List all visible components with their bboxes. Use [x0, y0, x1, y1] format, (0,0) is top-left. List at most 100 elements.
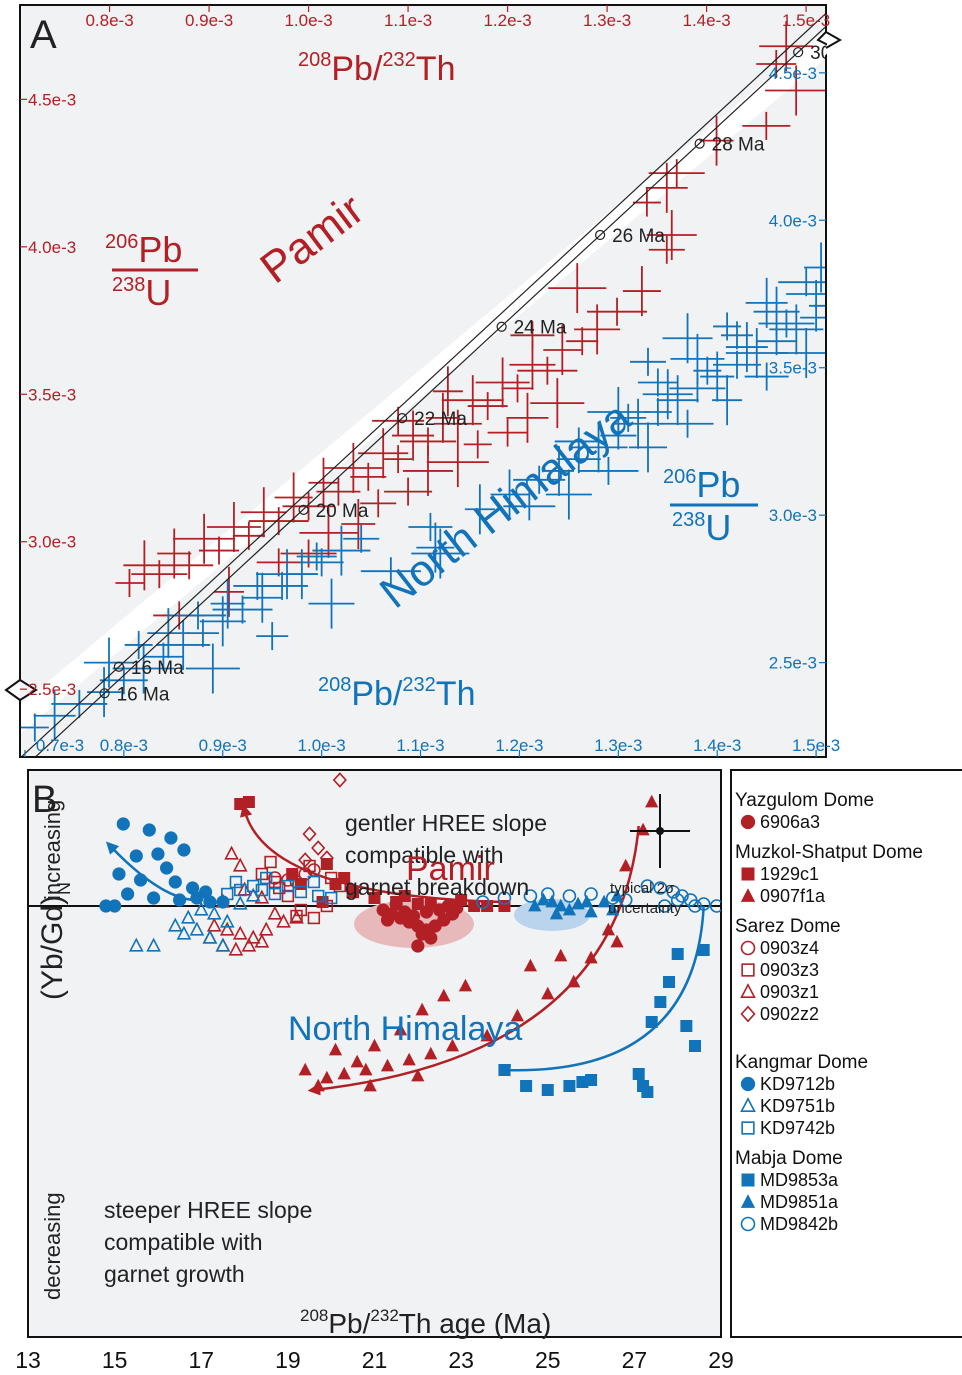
uncertainty-cross — [630, 794, 690, 868]
trend-curve — [307, 825, 640, 1096]
y-axis-increasing: increasing — [40, 800, 65, 900]
point-0907f1a — [359, 1062, 373, 1076]
point-0907f1a — [523, 958, 538, 972]
point-MD9842b — [640, 879, 655, 893]
concordia-age-marker — [496, 321, 507, 332]
right-tick-label: 4.5e-3 — [769, 64, 817, 83]
point-0903z1 — [232, 925, 248, 940]
point-0907f1a — [367, 1038, 382, 1052]
point-6906a3 — [424, 931, 438, 945]
point-0907f1a — [424, 1046, 438, 1060]
point-MD9851a — [580, 894, 594, 908]
point-0903z3 — [281, 889, 295, 903]
point-MD9842b — [696, 897, 711, 911]
x-tick-label: 25 — [535, 1347, 561, 1373]
point-KD9712b — [151, 847, 165, 861]
point-0903z1 — [258, 921, 274, 936]
point-0902z2 — [319, 850, 334, 866]
x-tick-label: 21 — [362, 1347, 388, 1373]
point-KD9751b — [128, 937, 144, 952]
legend-frame — [730, 769, 962, 1338]
legend-symbol-0903z3 — [741, 963, 755, 977]
point-MD9851a — [549, 906, 564, 920]
pamir-concordia-line — [34, 25, 826, 757]
point-KD9742b — [268, 887, 282, 901]
top-tick-label: 1.3e-3 — [583, 11, 631, 30]
point-0903z1 — [289, 909, 304, 924]
point-1929c1 — [286, 868, 299, 880]
point-0903z1 — [219, 921, 235, 936]
point-MD9853a — [697, 944, 710, 956]
point-1929c1 — [398, 890, 411, 902]
point-KD9712b — [185, 881, 200, 895]
point-MD9842b — [688, 899, 702, 913]
point-MD9842b — [475, 895, 490, 909]
point-KD9742b — [234, 883, 247, 897]
point-MD9851a — [554, 898, 568, 912]
legend-symbol-MD9853a — [741, 1173, 755, 1187]
point-0907f1a — [645, 794, 659, 808]
point-0902z2 — [332, 772, 347, 788]
point-MD9853a — [576, 1076, 589, 1088]
legend-symbol-1929c1 — [741, 867, 755, 881]
point-0907f1a — [567, 974, 581, 988]
legend-item-label: 0903z4 — [760, 938, 819, 958]
point-KD9712b — [121, 887, 135, 901]
point-0907f1a — [411, 1068, 425, 1082]
point-0907f1a — [402, 1052, 416, 1066]
concordia-age-label: 16 Ma — [131, 658, 184, 679]
y-axis-label: (Yb/Gd)N — [36, 882, 74, 1000]
x-axis-label: 208Pb/232Th age (Ma) — [300, 1306, 551, 1339]
point-0907f1a — [445, 1038, 460, 1052]
bottom-axis-ratio-label: 208Pb/232Th — [318, 674, 475, 713]
panel-b: B typical 2σ uncertainty gentler HREE sl… — [15, 769, 734, 1373]
point-0907f1a — [380, 1058, 395, 1072]
legend-symbol-KD9712b — [740, 1076, 756, 1092]
bottom-tick-label: 0.9e-3 — [199, 736, 247, 755]
concordia-age-label: 26 Ma — [612, 226, 665, 247]
concordia-age-label: 30 Ma — [810, 43, 863, 64]
point-0907f1a — [510, 1008, 525, 1022]
point-KD9742b — [229, 875, 243, 889]
point-MD9853a — [680, 1020, 693, 1032]
uncertainty-label: typical 2σ uncertainty — [608, 880, 682, 917]
point-0907f1a — [311, 1078, 325, 1092]
left-tick-label: 2.5e-3 — [28, 680, 76, 699]
concordia-age-label: 24 Ma — [514, 318, 567, 339]
legend-symbol-0903z4 — [740, 940, 756, 956]
point-KD9751b — [180, 909, 196, 924]
legend-symbol-KD9742b — [741, 1121, 755, 1135]
point-MD9853a — [671, 948, 684, 960]
point-KD9751b — [206, 905, 222, 920]
point-0903z3 — [346, 885, 360, 899]
x-tick-label: 19 — [275, 1347, 301, 1373]
point-0902z2 — [298, 852, 313, 868]
x-tick-label: 13 — [15, 1347, 41, 1373]
legend-item-label: 0903z1 — [760, 982, 819, 1002]
point-KD9712b — [108, 899, 122, 913]
panel-b-background — [27, 769, 722, 1338]
panel-b-north-himalaya-label: North Himalaya — [288, 1010, 522, 1048]
point-KD9712b — [190, 891, 204, 905]
gentler-slope-annotation: gentler HREE slope compatible with garne… — [345, 810, 553, 900]
concordia-gap-band — [20, 30, 826, 734]
top-tick-label: 1.0e-3 — [284, 11, 332, 30]
concordia-age-marker — [694, 138, 705, 149]
point-KD9751b — [193, 901, 209, 916]
point-MD9853a — [632, 1068, 645, 1080]
point-KD9712b — [142, 823, 156, 837]
point-6906a3 — [411, 939, 425, 953]
concordia-age-marker — [113, 661, 124, 672]
point-0903z3 — [307, 911, 321, 925]
point-0907f1a — [610, 934, 624, 948]
point-MD9853a — [663, 976, 676, 988]
x-tick-label: 23 — [448, 1347, 474, 1373]
point-0907f1a — [554, 948, 568, 962]
top-tick-label: 0.8e-3 — [85, 11, 133, 30]
point-MD9851a — [528, 898, 542, 912]
point-KD9751b — [167, 917, 183, 932]
legend-group-title: Sarez Dome — [735, 916, 841, 937]
point-KD9712b — [168, 875, 182, 889]
point-KD9712b — [129, 849, 143, 863]
